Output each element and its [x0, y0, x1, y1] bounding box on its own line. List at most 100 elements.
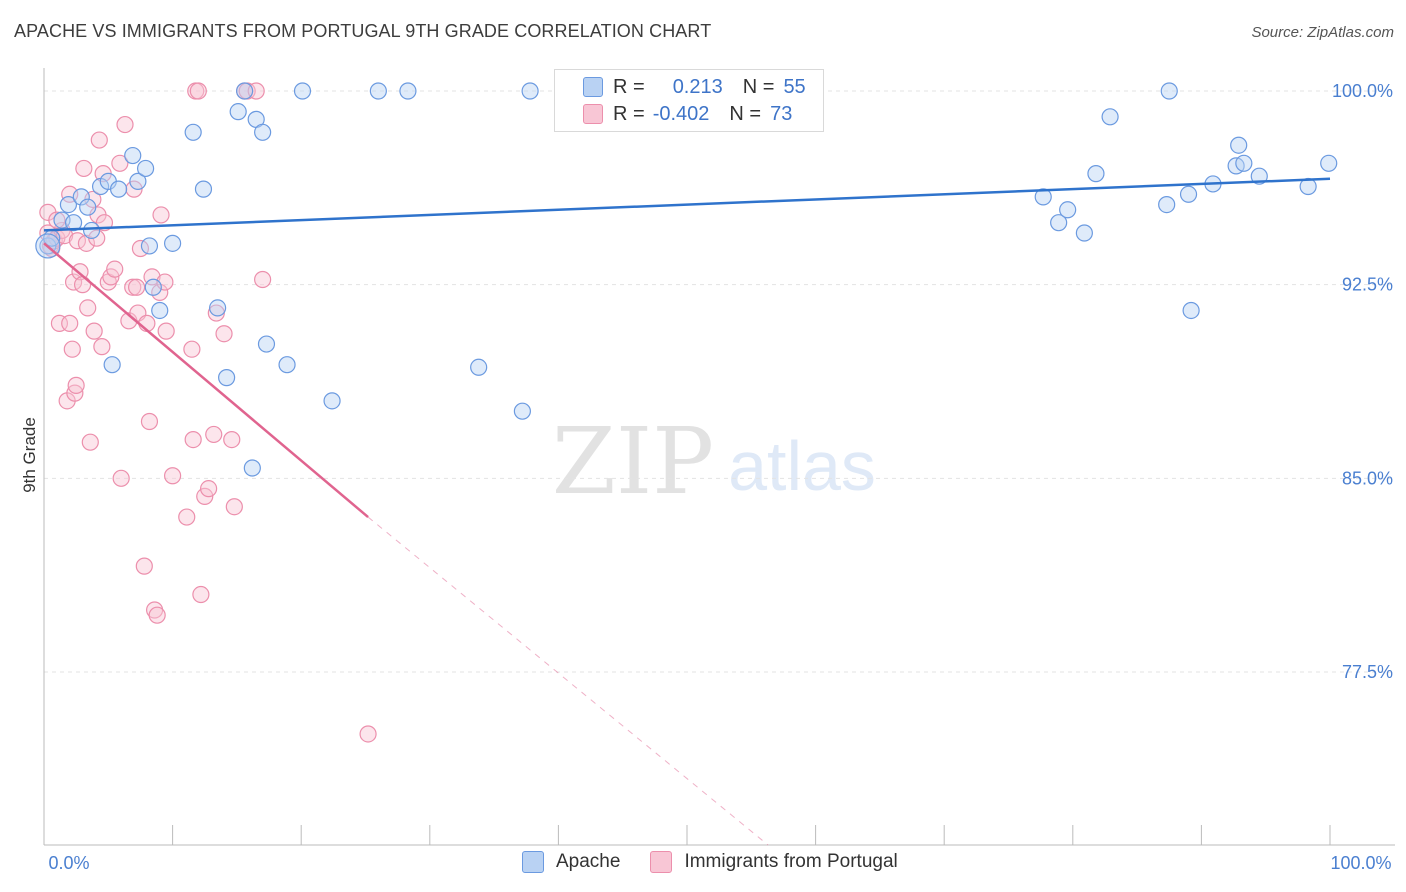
- portugal-point: [225, 498, 243, 516]
- portugal-point: [81, 433, 99, 451]
- apache-point: [1182, 301, 1200, 320]
- portugal-point: [79, 299, 97, 317]
- portugal-point: [205, 425, 223, 444]
- apache-point: [1034, 188, 1052, 206]
- portugal-point: [75, 159, 93, 178]
- portugal-point: [63, 340, 81, 358]
- legend-item-portugal[interactable]: Immigrants from Portugal: [650, 851, 898, 873]
- portugal-point: [254, 270, 272, 289]
- apache-point: [144, 278, 162, 296]
- legend-item-apache[interactable]: Apache: [522, 851, 620, 873]
- portugal-swatch: [583, 104, 603, 124]
- y-tick-label: 92.5%: [1342, 275, 1393, 295]
- apache-point: [72, 188, 90, 206]
- apache-point: [218, 369, 236, 387]
- portugal-point: [152, 206, 170, 224]
- portugal-point: [135, 557, 153, 575]
- apache-point: [164, 234, 182, 252]
- portugal-point: [127, 278, 146, 296]
- apache-point: [1158, 196, 1176, 214]
- watermark-atlas: atlas: [728, 427, 876, 505]
- legend-r-label: R =: [613, 75, 645, 98]
- portugal-point: [164, 467, 182, 485]
- apache-point: [82, 221, 101, 240]
- portugal-point: [215, 325, 233, 343]
- legend-r-label: R =: [613, 102, 645, 125]
- apache-point: [1250, 167, 1268, 185]
- portugal-point: [48, 211, 66, 229]
- apache-point: [513, 402, 531, 420]
- apache-point: [184, 123, 202, 141]
- y-tick-label: 85.0%: [1342, 468, 1393, 488]
- legend-row-apache: R = 0.213 N = 55: [555, 73, 806, 101]
- portugal-trend-extension: [367, 516, 769, 846]
- apache-point: [1230, 136, 1248, 154]
- portugal-point: [178, 508, 196, 526]
- axis-ticks: [43, 825, 1331, 845]
- portugal-point: [183, 340, 201, 358]
- apache-point: [194, 180, 213, 198]
- apache-point: [1050, 214, 1068, 232]
- apache-point: [236, 82, 254, 100]
- legend-label-apache: Apache: [556, 851, 621, 872]
- portugal-point: [223, 430, 241, 449]
- portugal-point: [77, 234, 96, 252]
- apache-point: [1075, 224, 1093, 242]
- y-tick-label: 100.0%: [1332, 81, 1393, 101]
- apache-point: [209, 299, 227, 317]
- apache-point: [1087, 165, 1105, 183]
- apache-point: [129, 172, 147, 190]
- portugal-point: [61, 314, 79, 332]
- watermark: ZIP atlas: [552, 408, 876, 515]
- portugal-point: [112, 469, 130, 487]
- apache-trend-line: [43, 177, 1331, 232]
- apache-point: [323, 392, 341, 410]
- gridlines: [44, 90, 1395, 673]
- apache-point: [1059, 201, 1077, 219]
- axes: [43, 68, 1395, 846]
- chart-title: APACHE VS IMMIGRANTS FROM PORTUGAL 9TH G…: [14, 21, 712, 41]
- watermark-zip: ZIP: [552, 408, 714, 515]
- apache-point: [103, 356, 121, 374]
- portugal-point: [148, 606, 166, 624]
- apache-point: [1320, 154, 1338, 172]
- portugal-point: [192, 585, 210, 604]
- portugal-trend-line: [43, 242, 369, 519]
- legend-label-portugal: Immigrants from Portugal: [684, 851, 898, 872]
- portugal-point: [124, 278, 142, 296]
- x-tick-label-max: 100.0%: [1330, 853, 1391, 873]
- apache-point: [1160, 82, 1178, 100]
- apache-point: [1235, 154, 1253, 172]
- apache-point: [136, 159, 155, 178]
- legend-n-label: N =: [742, 75, 775, 98]
- portugal-point: [157, 322, 175, 340]
- apache-point: [470, 358, 488, 376]
- y-tick-labels: 100.0% 92.5% 85.0% 77.5%: [1332, 81, 1393, 682]
- portugal-point: [93, 338, 111, 356]
- portugal-point: [111, 154, 129, 172]
- legend-n-value: 55: [783, 75, 806, 98]
- portugal-swatch: [650, 851, 673, 873]
- portugal-point: [189, 82, 207, 100]
- apache-swatch: [583, 77, 603, 97]
- apache-point: [278, 356, 296, 374]
- x-tick-labels: 0.0% 100.0%: [48, 853, 1391, 873]
- apache-point: [369, 82, 387, 100]
- legend-r-value: 0.213: [672, 75, 723, 98]
- legend-row-portugal: R = -0.402 N = 73: [555, 100, 792, 128]
- portugal-point: [200, 480, 218, 498]
- apache-point: [1179, 185, 1198, 203]
- apache-point: [293, 82, 312, 100]
- portugal-point: [106, 260, 124, 278]
- stats-legend: R = 0.213 N = 55 R = -0.402 N = 73: [554, 69, 824, 132]
- y-tick-label: 77.5%: [1342, 662, 1393, 682]
- legend-n-value: 73: [770, 102, 793, 125]
- apache-swatch: [522, 851, 544, 873]
- apache-point: [254, 123, 272, 141]
- apache-point: [109, 180, 128, 198]
- y-axis-label: 9th Grade: [20, 417, 39, 493]
- apache-point: [1101, 108, 1119, 126]
- apache-point: [257, 335, 276, 353]
- portugal-point: [140, 412, 159, 431]
